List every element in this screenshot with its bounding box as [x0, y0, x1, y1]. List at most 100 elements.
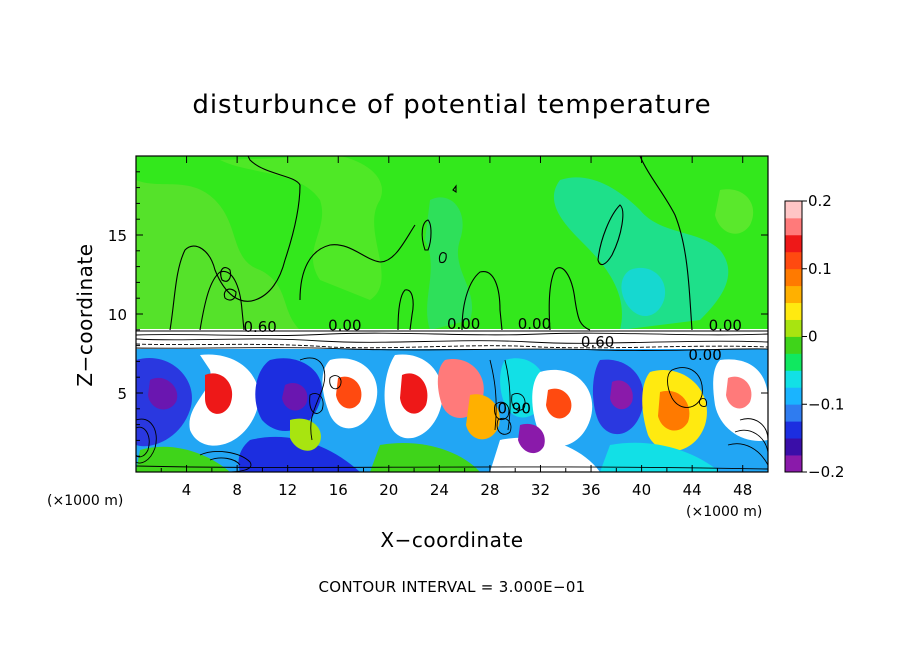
colorbar-swatch [785, 370, 802, 388]
contour-label: 0.00 [518, 315, 551, 333]
eddy [546, 388, 572, 419]
contour-line [494, 401, 510, 420]
y-tick-label: 10 [108, 306, 127, 324]
contour-line [136, 338, 768, 344]
colorbar-tick-label: 0 [808, 328, 818, 346]
eddy [238, 436, 360, 472]
x-tick-label: 28 [480, 481, 499, 499]
inversion-contours [136, 330, 768, 352]
eddy [726, 376, 752, 409]
x-tick-label: 12 [278, 481, 297, 499]
upper-patch [715, 189, 754, 234]
x-tick-label: 40 [632, 481, 651, 499]
eddy [518, 423, 545, 454]
eddy [610, 380, 633, 410]
x-axis-unit-right: (×1000 m) [686, 504, 762, 520]
x-tick-label: 4 [182, 481, 192, 499]
upper-patch [553, 177, 729, 330]
upper-patch [425, 197, 473, 330]
eddy [290, 418, 321, 451]
lower-field-eddies [136, 354, 768, 472]
contour-line [136, 332, 768, 337]
x-tick-label: 8 [232, 481, 242, 499]
contour-line [511, 393, 526, 411]
contour-label: 0.60 [581, 333, 614, 351]
contour-line [667, 367, 703, 408]
contour-line [421, 219, 432, 251]
x-tick-label: 24 [430, 481, 449, 499]
eddy [490, 437, 600, 472]
contour-line [299, 357, 326, 441]
y-axis-label: Z−coordinate [73, 243, 97, 386]
contour-line [548, 267, 591, 331]
y-tick-label: 15 [108, 227, 127, 245]
upper-patch [621, 267, 666, 317]
eddy [205, 373, 233, 414]
colorbar-swatch [785, 438, 802, 456]
colorbar-swatch [785, 201, 802, 219]
contour-label: 0.00 [328, 317, 361, 335]
contour-label: 0.00 [688, 346, 721, 364]
contour-interval-note: CONTOUR INTERVAL = 3.000E−01 [318, 578, 585, 596]
contour-line [461, 271, 503, 331]
upper-contours [169, 156, 693, 331]
contour-line [734, 429, 768, 453]
colorbar-ticks: 0.2 0.1 0 −0.1 −0.2 [802, 192, 844, 481]
plot-area [136, 156, 768, 472]
chart-title: disturbunce of potential temperature [192, 90, 711, 120]
colorbar-swatch [785, 336, 802, 354]
contour-line [699, 397, 707, 407]
contour-label: 0.00 [709, 317, 742, 335]
contour-line [169, 156, 301, 331]
contour-label: 0.00 [447, 315, 480, 333]
x-tick-label: 48 [733, 481, 752, 499]
colorbar-swatch [785, 217, 802, 236]
contour-line [438, 252, 447, 264]
eddy [466, 394, 500, 440]
colorbar [784, 200, 803, 473]
upper-patch [220, 156, 382, 300]
x-axis-label: X−coordinate [380, 528, 523, 552]
contour-line [136, 347, 768, 352]
contour-line [220, 267, 232, 282]
colorbar-tick-label: 0.2 [808, 192, 832, 210]
eddy [400, 373, 428, 414]
colorbar-tick-label: 0.1 [808, 260, 832, 278]
x-tick-label: 44 [683, 481, 702, 499]
inversion-band [136, 329, 768, 349]
colorbar-swatch [785, 319, 802, 337]
contour-line [397, 289, 414, 331]
eddy [658, 390, 690, 431]
contour-line [299, 224, 416, 301]
contour-line [136, 343, 768, 349]
contour-line [199, 270, 245, 331]
x-axis-unit-left: (×1000 m) [47, 493, 123, 509]
contour-line [309, 393, 324, 414]
x-tick-label: 32 [531, 481, 550, 499]
contour-label: 0.90 [498, 400, 531, 418]
x-axis-ticks: 4 8 12 16 20 24 28 32 36 40 44 48 [160, 156, 752, 499]
eddy [148, 377, 178, 410]
colorbar-tick-label: −0.1 [808, 395, 844, 413]
eddy [136, 446, 230, 472]
y-tick-label: 5 [117, 385, 127, 403]
contour-line [489, 359, 497, 431]
colorbar-swatch [785, 387, 802, 405]
contour-label: 0.60 [243, 318, 276, 336]
eddy [336, 376, 362, 409]
upper-field-patches [136, 156, 754, 330]
colorbar-tick-label: −0.2 [808, 463, 844, 481]
colorbar-swatch [785, 302, 802, 320]
contour-line [504, 359, 511, 431]
x-tick-label: 36 [581, 481, 600, 499]
contour-line [329, 375, 342, 390]
contour-line [209, 457, 241, 466]
contour-line [136, 418, 157, 464]
eddy [282, 382, 308, 411]
colorbar-swatch [785, 404, 802, 422]
colorbar-swatch [785, 268, 802, 287]
colorbar-swatch [785, 353, 802, 371]
x-tick-label: 16 [329, 481, 348, 499]
contour-line [727, 443, 768, 466]
